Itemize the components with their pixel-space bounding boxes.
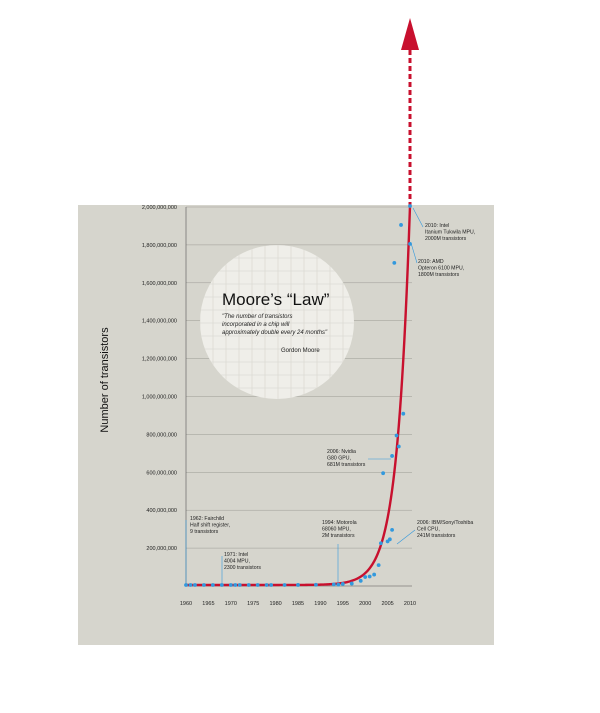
- data-point: [392, 260, 397, 265]
- x-tick-label: 1975: [247, 601, 259, 607]
- data-point: [264, 583, 269, 587]
- data-point: [188, 583, 193, 587]
- annotation-text: 2M transistors: [322, 533, 355, 539]
- annotation-text: 1962: Fairchild: [190, 516, 224, 522]
- data-point: [255, 583, 260, 587]
- x-tick-label: 1965: [202, 601, 214, 607]
- data-point: [193, 583, 197, 587]
- x-tick-label: 1995: [337, 601, 349, 607]
- annotation-text: 2010: AMD: [418, 259, 444, 265]
- x-tick-labels: 1960 1965 1970 1975 1980 1985 1990 1995 2000 2005…: [180, 601, 416, 607]
- data-point: [381, 471, 386, 476]
- data-point: [269, 583, 274, 587]
- x-tick-label: 1985: [292, 601, 304, 607]
- x-tick-label: 1970: [225, 601, 237, 607]
- annotation-text: 1971: Intel: [224, 552, 248, 558]
- y-axis-label: Number of transistors: [99, 327, 111, 433]
- annotation-leader: [410, 242, 418, 264]
- data-point: [331, 582, 336, 587]
- data-point: [390, 527, 394, 532]
- data-point: [237, 583, 242, 587]
- data-point: [378, 541, 383, 546]
- data-point: [367, 574, 372, 579]
- y-tick-label: 1,600,000,000: [142, 281, 177, 287]
- annotation-text: 241M transistors: [417, 533, 456, 539]
- x-tick-label: 2005: [381, 601, 393, 607]
- y-tick-label: 2,000,000,000: [142, 205, 177, 211]
- y-tick-label: 600,000,000: [146, 470, 177, 476]
- y-tick-label: 1,000,000,000: [142, 395, 177, 401]
- data-point: [349, 581, 354, 586]
- data-point: [363, 575, 368, 579]
- wafer-disc: [200, 245, 354, 399]
- data-point: [358, 578, 363, 583]
- quote-line: incorporated in a chip will: [222, 322, 290, 328]
- annotation-text: Cell CPU,: [417, 527, 440, 533]
- data-point: [184, 583, 188, 587]
- data-point: [394, 433, 399, 438]
- data-point: [387, 537, 392, 542]
- y-tick-label: 200,000,000: [146, 546, 177, 552]
- data-point: [219, 583, 224, 587]
- data-point: [296, 583, 300, 587]
- x-tick-label: 1960: [180, 601, 192, 607]
- data-point: [210, 583, 215, 587]
- quote-author: Gordon Moore: [281, 348, 320, 354]
- data-point: [246, 583, 251, 587]
- y-tick-label: 1,800,000,000: [142, 243, 177, 249]
- annotation-text: 68060 MPU,: [322, 527, 351, 533]
- annotation-text: 4004 MPU,: [224, 559, 250, 565]
- annotation-leader: [412, 207, 424, 228]
- y-tick-labels: 200,000,000 400,000,000 600,000,000 800,000…: [142, 205, 177, 552]
- y-tick-label: 1,200,000,000: [142, 357, 177, 363]
- data-point: [336, 582, 341, 587]
- data-point: [390, 454, 394, 458]
- data-point: [282, 583, 287, 587]
- data-points: [184, 204, 412, 587]
- data-point: [399, 223, 403, 227]
- data-point: [233, 583, 238, 587]
- annotation-text: 2006: IBM/Sony/Toshiba: [417, 520, 473, 526]
- annotation-leader: [396, 529, 416, 545]
- quote-line: "The number of transistors: [222, 314, 293, 320]
- annotation-text: Opteron 6100 MPU,: [418, 266, 464, 272]
- data-point: [372, 572, 377, 577]
- annotation-text: 681M transistors: [327, 462, 366, 468]
- x-tick-label: 2010: [404, 601, 416, 607]
- data-point: [202, 583, 206, 587]
- data-point: [340, 582, 345, 586]
- annotation-text: Half shift register,: [190, 523, 230, 529]
- data-point: [228, 583, 233, 587]
- data-point: [376, 563, 381, 568]
- annotation-text: 2000M transistors: [425, 236, 467, 242]
- arrowhead-icon: [401, 18, 419, 50]
- title-block: Moore’s “Law” "The number of transistors i…: [222, 290, 330, 354]
- annotation-leaders: [185, 207, 424, 584]
- annotation-text: G80 GPU,: [327, 456, 351, 462]
- y-tick-label: 1,400,000,000: [142, 319, 177, 325]
- annotation-text: 9 transistors: [190, 529, 219, 535]
- y-tick-label: 800,000,000: [146, 432, 177, 438]
- quote-line: approximately double every 24 months": [222, 330, 328, 336]
- data-point: [401, 411, 406, 416]
- x-tick-label: 2000: [359, 601, 371, 607]
- x-tick-label: 1980: [269, 601, 281, 607]
- data-point: [314, 582, 318, 587]
- annotation-text: 2300 transistors: [224, 565, 261, 571]
- data-point: [408, 242, 412, 246]
- annotation-text: 2006: Nvidia: [327, 449, 356, 455]
- annotation-text: 2010: Intel: [425, 223, 449, 229]
- annotation-text: 1994: Motorola: [322, 520, 357, 526]
- data-point: [408, 204, 412, 208]
- x-tick-label: 1990: [314, 601, 326, 607]
- y-tick-label: 400,000,000: [146, 508, 177, 514]
- data-point: [396, 444, 401, 449]
- chart-title: Moore’s “Law”: [222, 290, 330, 309]
- annotation-text: 1800M transistors: [418, 272, 460, 278]
- annotation-text: Itanium Tukwila MPU,: [425, 230, 475, 236]
